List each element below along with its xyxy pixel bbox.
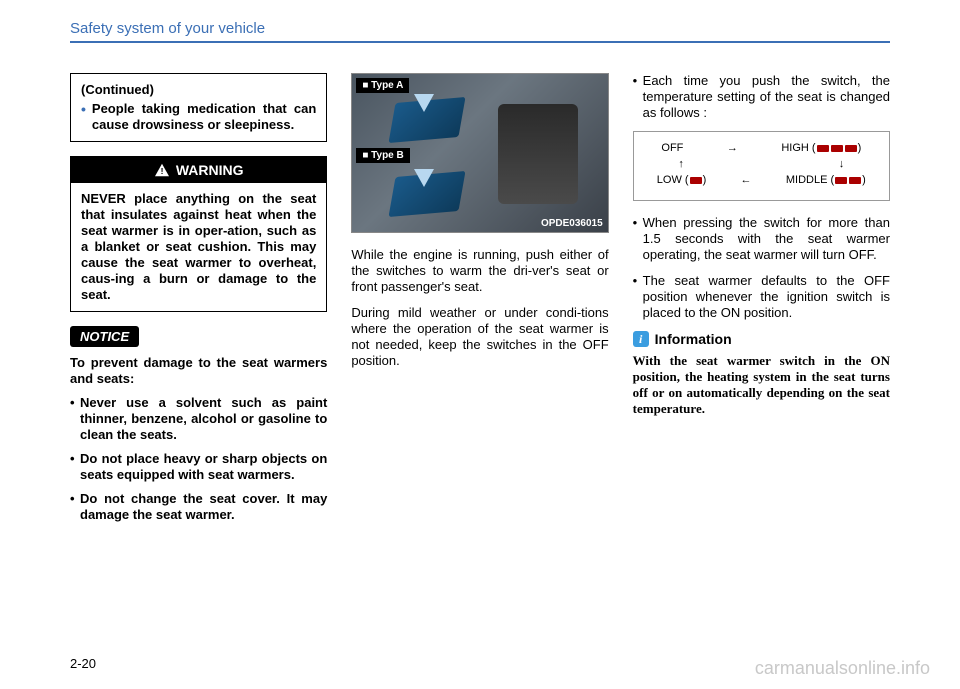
page-number: 2-20 [70, 656, 96, 671]
cycle-off: OFF [661, 142, 683, 154]
column-3: Each time you push the switch, the tempe… [633, 73, 890, 531]
section-header: Safety system of your vehicle [70, 20, 890, 37]
cycle-diagram: OFF → HIGH () ↑ ↓ LOW () ← [633, 131, 890, 201]
bullet-item: The seat warmer defaults to the OFF posi… [633, 273, 890, 321]
svg-text:!: ! [160, 166, 163, 176]
continued-title: (Continued) [81, 82, 316, 97]
heat-chip-icon [849, 177, 861, 184]
arrow-down-icon: ↓ [839, 158, 845, 170]
notice-item: Never use a solvent such as paint thinne… [70, 395, 327, 443]
warning-triangle-icon: ! [154, 163, 170, 177]
warning-body: NEVER place anything on the seat that in… [71, 183, 326, 311]
notice-item: Do not change the seat cover. It may dam… [70, 491, 327, 523]
arrow-down-icon [414, 94, 434, 112]
cycle-middle: MIDDLE () [786, 174, 866, 186]
arrow-up-icon: ↑ [678, 158, 684, 170]
gearbox-graphic [498, 104, 578, 204]
bullet-list: Each time you push the switch, the tempe… [633, 73, 890, 121]
bullet-list-2: When pressing the switch for more than 1… [633, 215, 890, 321]
column-1: (Continued) • People taking medication t… [70, 73, 327, 531]
heat-chip-icon [845, 145, 857, 152]
bullet-item: When pressing the switch for more than 1… [633, 215, 890, 263]
continued-box: (Continued) • People taking medication t… [70, 73, 327, 142]
type-a-label: ■ Type A [356, 78, 409, 93]
seat-warmer-photo: ■ Type A ■ Type B OPDE036015 [351, 73, 608, 233]
heat-chip-icon [835, 177, 847, 184]
cycle-high: HIGH () [781, 142, 861, 154]
arrow-left-icon: ← [741, 174, 752, 186]
heat-chip-icon [831, 145, 843, 152]
bullet-dot-icon: • [81, 101, 86, 133]
notice-badge: NOTICE [70, 326, 139, 347]
warning-label: WARNING [176, 162, 244, 178]
arrow-down-icon [414, 169, 434, 187]
information-body: With the seat warmer switch in the ON po… [633, 353, 890, 417]
watermark: carmanualsonline.info [755, 658, 930, 679]
column-2: ■ Type A ■ Type B OPDE036015 While the e… [351, 73, 608, 531]
heat-chip-icon [817, 145, 829, 152]
warning-header: ! WARNING [71, 157, 326, 183]
continued-bullet-text: People taking medication that can cause … [92, 101, 316, 133]
arrow-right-icon: → [727, 142, 738, 154]
warning-box: ! WARNING NEVER place anything on the se… [70, 156, 327, 312]
heat-chip-icon [690, 177, 702, 184]
notice-intro: To prevent damage to the seat warmers an… [70, 355, 327, 387]
information-label: Information [655, 331, 732, 347]
type-b-label: ■ Type B [356, 148, 409, 163]
info-icon: i [633, 331, 649, 347]
cycle-low: LOW () [657, 174, 706, 186]
information-header: i Information [633, 331, 890, 347]
header-rule [70, 41, 890, 43]
bullet-item: Each time you push the switch, the tempe… [633, 73, 890, 121]
para-2: During mild weather or under condi-tions… [351, 305, 608, 369]
para-1: While the engine is running, push either… [351, 247, 608, 295]
image-code: OPDE036015 [541, 218, 603, 229]
notice-list: Never use a solvent such as paint thinne… [70, 395, 327, 523]
notice-item: Do not place heavy or sharp objects on s… [70, 451, 327, 483]
